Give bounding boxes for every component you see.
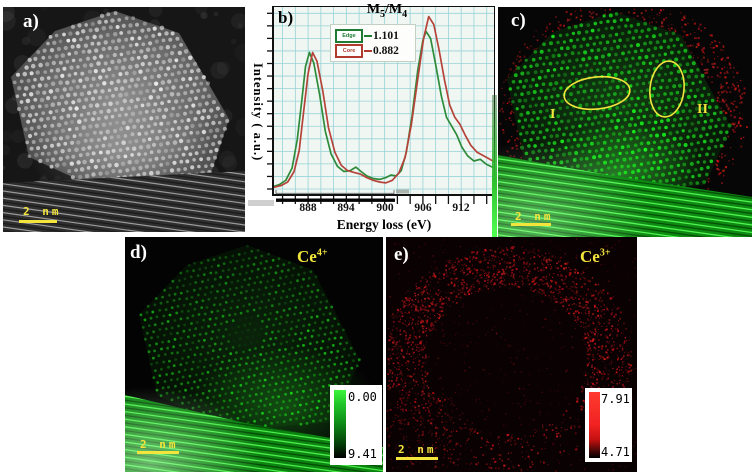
ce4-map-art (125, 237, 383, 472)
ce3-colorbar-gradient (589, 392, 600, 458)
ce4-colorbar-min: 9.41 (348, 447, 377, 461)
panel-b-label: b) (278, 8, 294, 27)
x-tick-894: 894 (337, 202, 355, 214)
scale-bar-label: 2 nm (23, 205, 62, 218)
panel-c-composite-map: c) I II 2 nm (498, 7, 752, 237)
scale-bar-label: 2 nm (515, 210, 554, 223)
legend-core-swatch: Core (335, 43, 363, 58)
edge-spectrum-curve (273, 30, 495, 188)
software-artifact-chip (248, 200, 274, 206)
stem-image-art (3, 7, 245, 232)
x-tick-906: 906 (414, 202, 432, 214)
roi-label-ii: II (697, 102, 708, 117)
scale-bar-label: 2 nm (398, 443, 437, 456)
spectrum-title: M5/M4 (307, 2, 467, 20)
title-m5: M (366, 2, 381, 17)
x-tick-888: 888 (299, 202, 317, 214)
legend-edge-swatch: Edge (335, 28, 363, 43)
title-m4: /M (385, 2, 403, 17)
spectrum-plot (267, 6, 495, 204)
scale-bar-line (396, 457, 438, 460)
scale-bar-label: 2 nm (140, 438, 179, 451)
x-tick-900: 900 (376, 202, 394, 214)
panel-d-ce4-map: d) Ce4+ 0.00 9.41 2 nm (125, 237, 383, 472)
ce3-charge: 3+ (599, 247, 611, 259)
legend-core-line (364, 49, 372, 52)
legend-core-value: 0.882 (373, 44, 399, 57)
scale-bar-line (511, 223, 551, 226)
panel-a-stem-image: a) 2 nm (3, 7, 245, 232)
ce3-base: Ce (580, 247, 600, 266)
panel-a-label: a) (23, 11, 39, 32)
composite-map-art (498, 7, 752, 237)
panel-b-eels-spectrum: b) Intensity ( a.u.) M5/M4 Edge 1.101 Co… (245, 0, 497, 237)
y-axis-label: Intensity ( a.u.) (251, 62, 265, 162)
scale-bar-line (137, 451, 179, 454)
ce3-colorbar-max: 7.91 (601, 392, 630, 406)
legend-box: Edge 1.101 Core 0.882 (330, 24, 416, 62)
ce4-colorbar-max: 0.00 (348, 390, 377, 404)
legend-edge-line (364, 34, 372, 37)
panel-e-label: e) (394, 244, 409, 265)
ce4-charge: 4+ (316, 247, 328, 259)
x-tick-912: 912 (452, 202, 470, 214)
panel-c-label: c) (511, 10, 526, 31)
legend-row-core: Core 0.882 (335, 43, 415, 58)
x-axis-label: Energy loss (eV) (336, 217, 432, 232)
roi-label-i: I (550, 107, 556, 122)
ce4-base: Ce (297, 247, 317, 266)
roi-ellipse-ii (649, 60, 685, 118)
scale-bar-line (19, 220, 57, 223)
core-spectrum-curve (273, 15, 495, 189)
ce3-annotation: Ce3+ (580, 247, 611, 267)
ce3-colorbar: 7.91 4.71 (585, 388, 632, 462)
title-m4-sub: 4 (402, 8, 408, 20)
ce3-colorbar-min: 4.71 (601, 445, 630, 459)
panel-e-ce3-map: e) Ce3+ 7.91 4.71 2 nm (386, 237, 637, 472)
panel-d-label: d) (130, 242, 147, 263)
title-m5-sub: 5 (380, 8, 386, 20)
ce4-colorbar-gradient (334, 390, 346, 458)
legend-edge-value: 1.101 (373, 29, 399, 42)
ce4-annotation: Ce4+ (297, 247, 328, 267)
roi-ellipse-i (563, 75, 631, 111)
legend-row-edge: Edge 1.101 (335, 28, 415, 43)
panel-edge-artifact (492, 95, 497, 237)
ce4-colorbar: 0.00 9.41 (330, 385, 382, 465)
